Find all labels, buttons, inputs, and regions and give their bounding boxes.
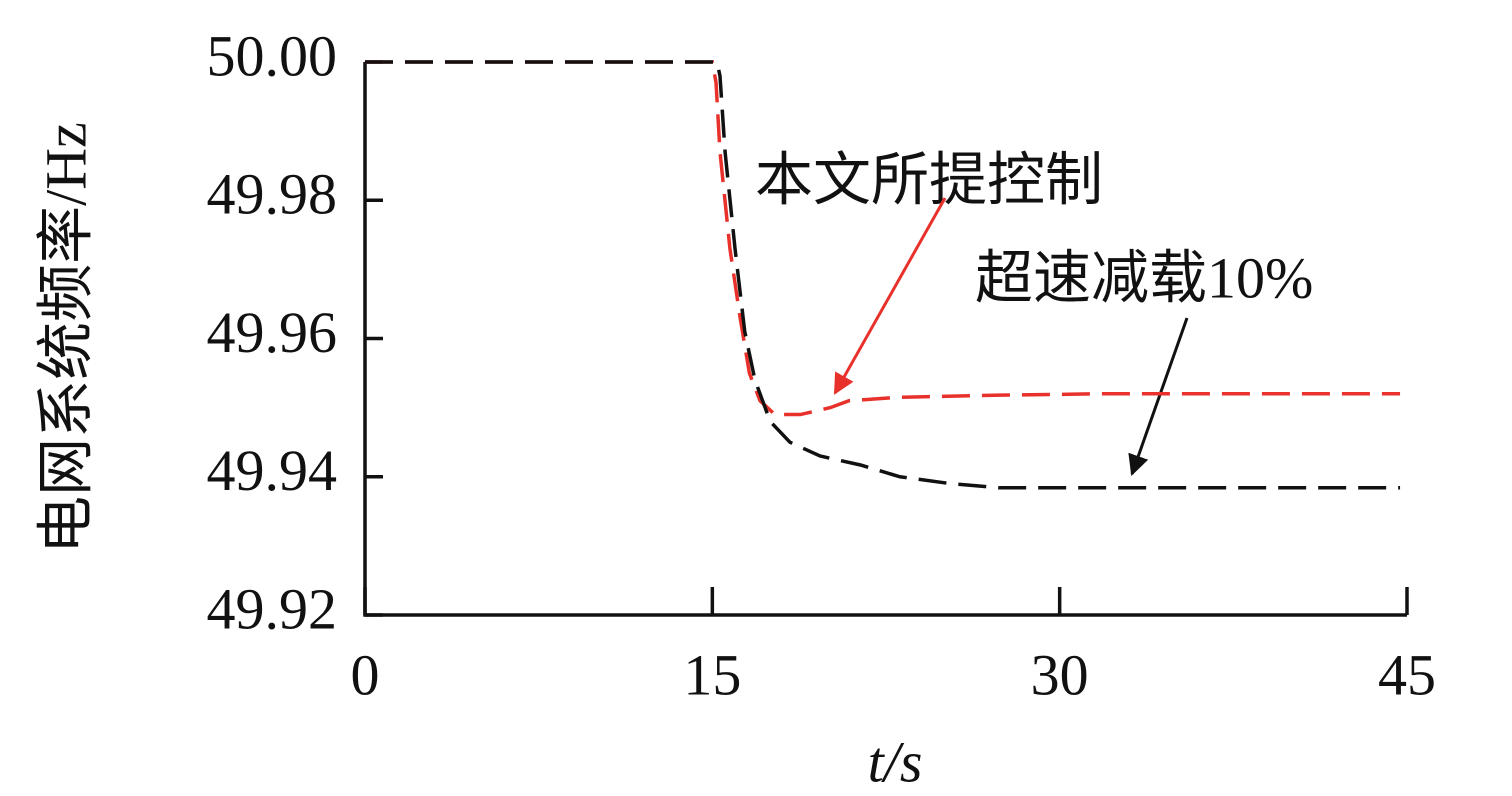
- line-series: [365, 60, 1401, 490]
- y-tick-label: 49.92: [207, 576, 338, 641]
- y-tick-label: 49.96: [207, 300, 338, 365]
- x-tick-label: 30: [1031, 642, 1089, 707]
- annotation-arrow: [1128, 317, 1189, 476]
- line-series: [365, 60, 1401, 417]
- x-tick-label: 45: [1378, 642, 1436, 707]
- annotation: 超速减载10%: [975, 245, 1313, 310]
- y-tick-label: 49.98: [207, 162, 338, 227]
- y-tick-label: 49.94: [207, 438, 338, 503]
- x-tick-label: 15: [683, 642, 741, 707]
- x-axis-label: t/s: [868, 729, 923, 794]
- annotation: 本文所提控制: [755, 147, 1103, 212]
- y-tick-label: 50.00: [207, 23, 338, 88]
- x-tick-label: 0: [351, 642, 380, 707]
- annotation-arrow: [833, 197, 947, 395]
- y-axis-label: 电网系统频率/Hz: [33, 122, 98, 554]
- axes: [363, 62, 1407, 617]
